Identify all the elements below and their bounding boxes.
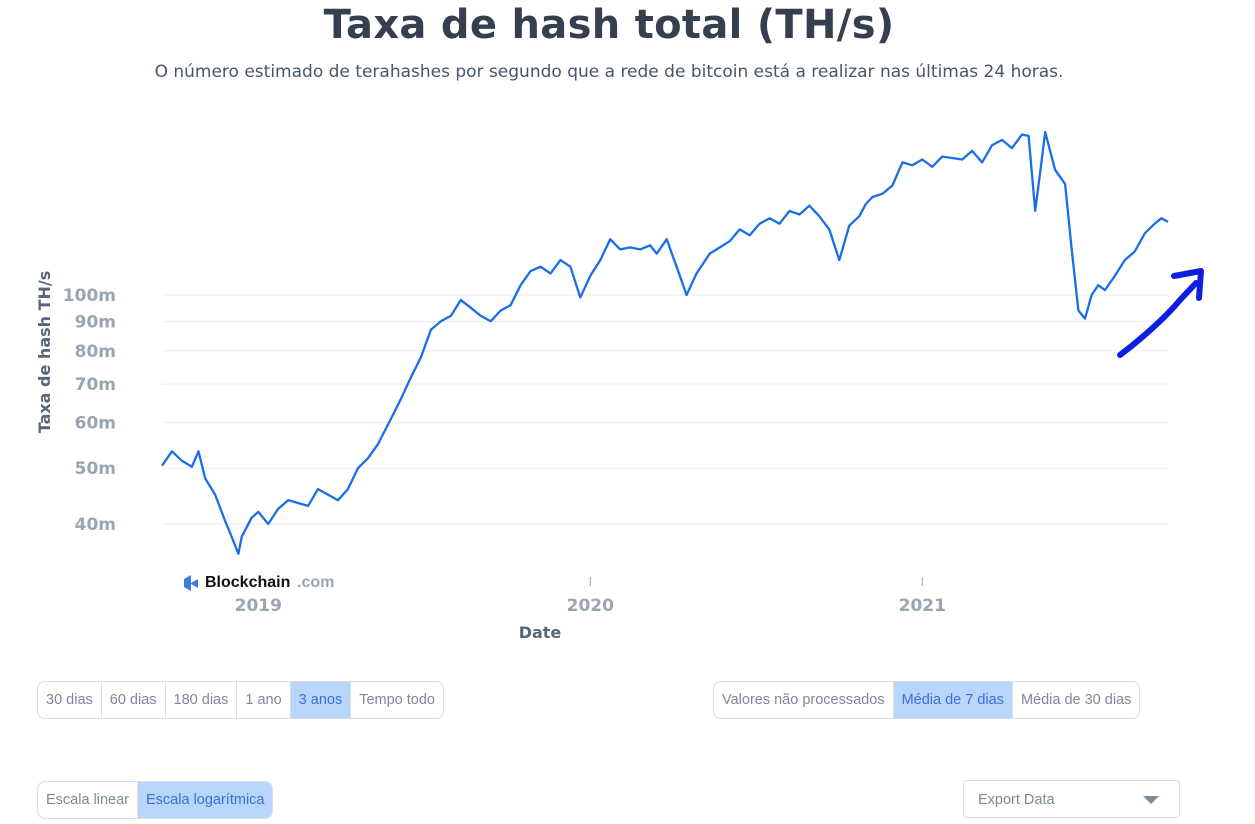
averaging-selector: Valores não processados Média de 7 dias … xyxy=(713,681,1141,719)
y-tick-label: 80m xyxy=(75,342,116,362)
x-axis-label: Date xyxy=(519,623,562,642)
time-range-selector: 30 dias 60 dias 180 dias 1 ano 3 anos Te… xyxy=(37,681,444,719)
y-tick-label: 90m xyxy=(75,312,116,332)
annotation-arrowhead-icon xyxy=(1171,268,1204,301)
range-30-days-button[interactable]: 30 dias xyxy=(38,682,102,718)
range-1-year-button[interactable]: 1 ano xyxy=(237,682,291,718)
export-data-label: Export Data xyxy=(978,792,1055,808)
y-tick-label: 50m xyxy=(75,459,116,479)
scale-selector: Escala linear Escala logarítmica xyxy=(37,781,274,819)
y-axis-label: Taxa de hash TH/s xyxy=(35,271,54,434)
raw-values-button[interactable]: Valores não processados xyxy=(714,682,894,718)
range-60-days-button[interactable]: 60 dias xyxy=(102,682,166,718)
range-180-days-button[interactable]: 180 dias xyxy=(166,682,238,718)
annotation-arrow-icon xyxy=(1117,280,1199,358)
y-tick-label: 100m xyxy=(63,286,116,306)
watermark-suffix: .com xyxy=(297,574,334,591)
range-all-time-button[interactable]: Tempo todo xyxy=(359,692,435,708)
y-tick-label: 70m xyxy=(75,375,116,395)
watermark-brand: Blockchain xyxy=(205,574,290,591)
linear-scale-button[interactable]: Escala linear xyxy=(38,782,139,818)
export-data-dropdown[interactable]: Export Data xyxy=(963,780,1180,818)
hash-rate-chart: 40m 50m 60m 70m 80m 90m 100m Taxa de hash TH/s 2… xyxy=(35,130,1204,642)
y-tick-label: 60m xyxy=(75,414,116,434)
hash-rate-line xyxy=(161,130,1169,555)
x-tick-label: 2021 xyxy=(899,596,946,616)
range-3-years-button[interactable]: 3 anos xyxy=(290,682,352,718)
page-title: Taxa de hash total (TH/s) xyxy=(323,2,895,48)
chevron-down-icon xyxy=(1143,796,1159,804)
blockchain-logo-icon xyxy=(184,575,198,591)
y-tick-label: 40m xyxy=(75,515,116,535)
x-tick-label: 2019 xyxy=(235,596,282,616)
30-day-average-button[interactable]: Média de 30 dias xyxy=(1020,692,1132,708)
page-subtitle: O número estimado de terahashes por segu… xyxy=(154,62,1064,82)
log-scale-button[interactable]: Escala logarítmica xyxy=(138,782,273,818)
7-day-average-button[interactable]: Média de 7 dias xyxy=(893,682,1013,718)
x-tick-label: 2020 xyxy=(567,596,614,616)
